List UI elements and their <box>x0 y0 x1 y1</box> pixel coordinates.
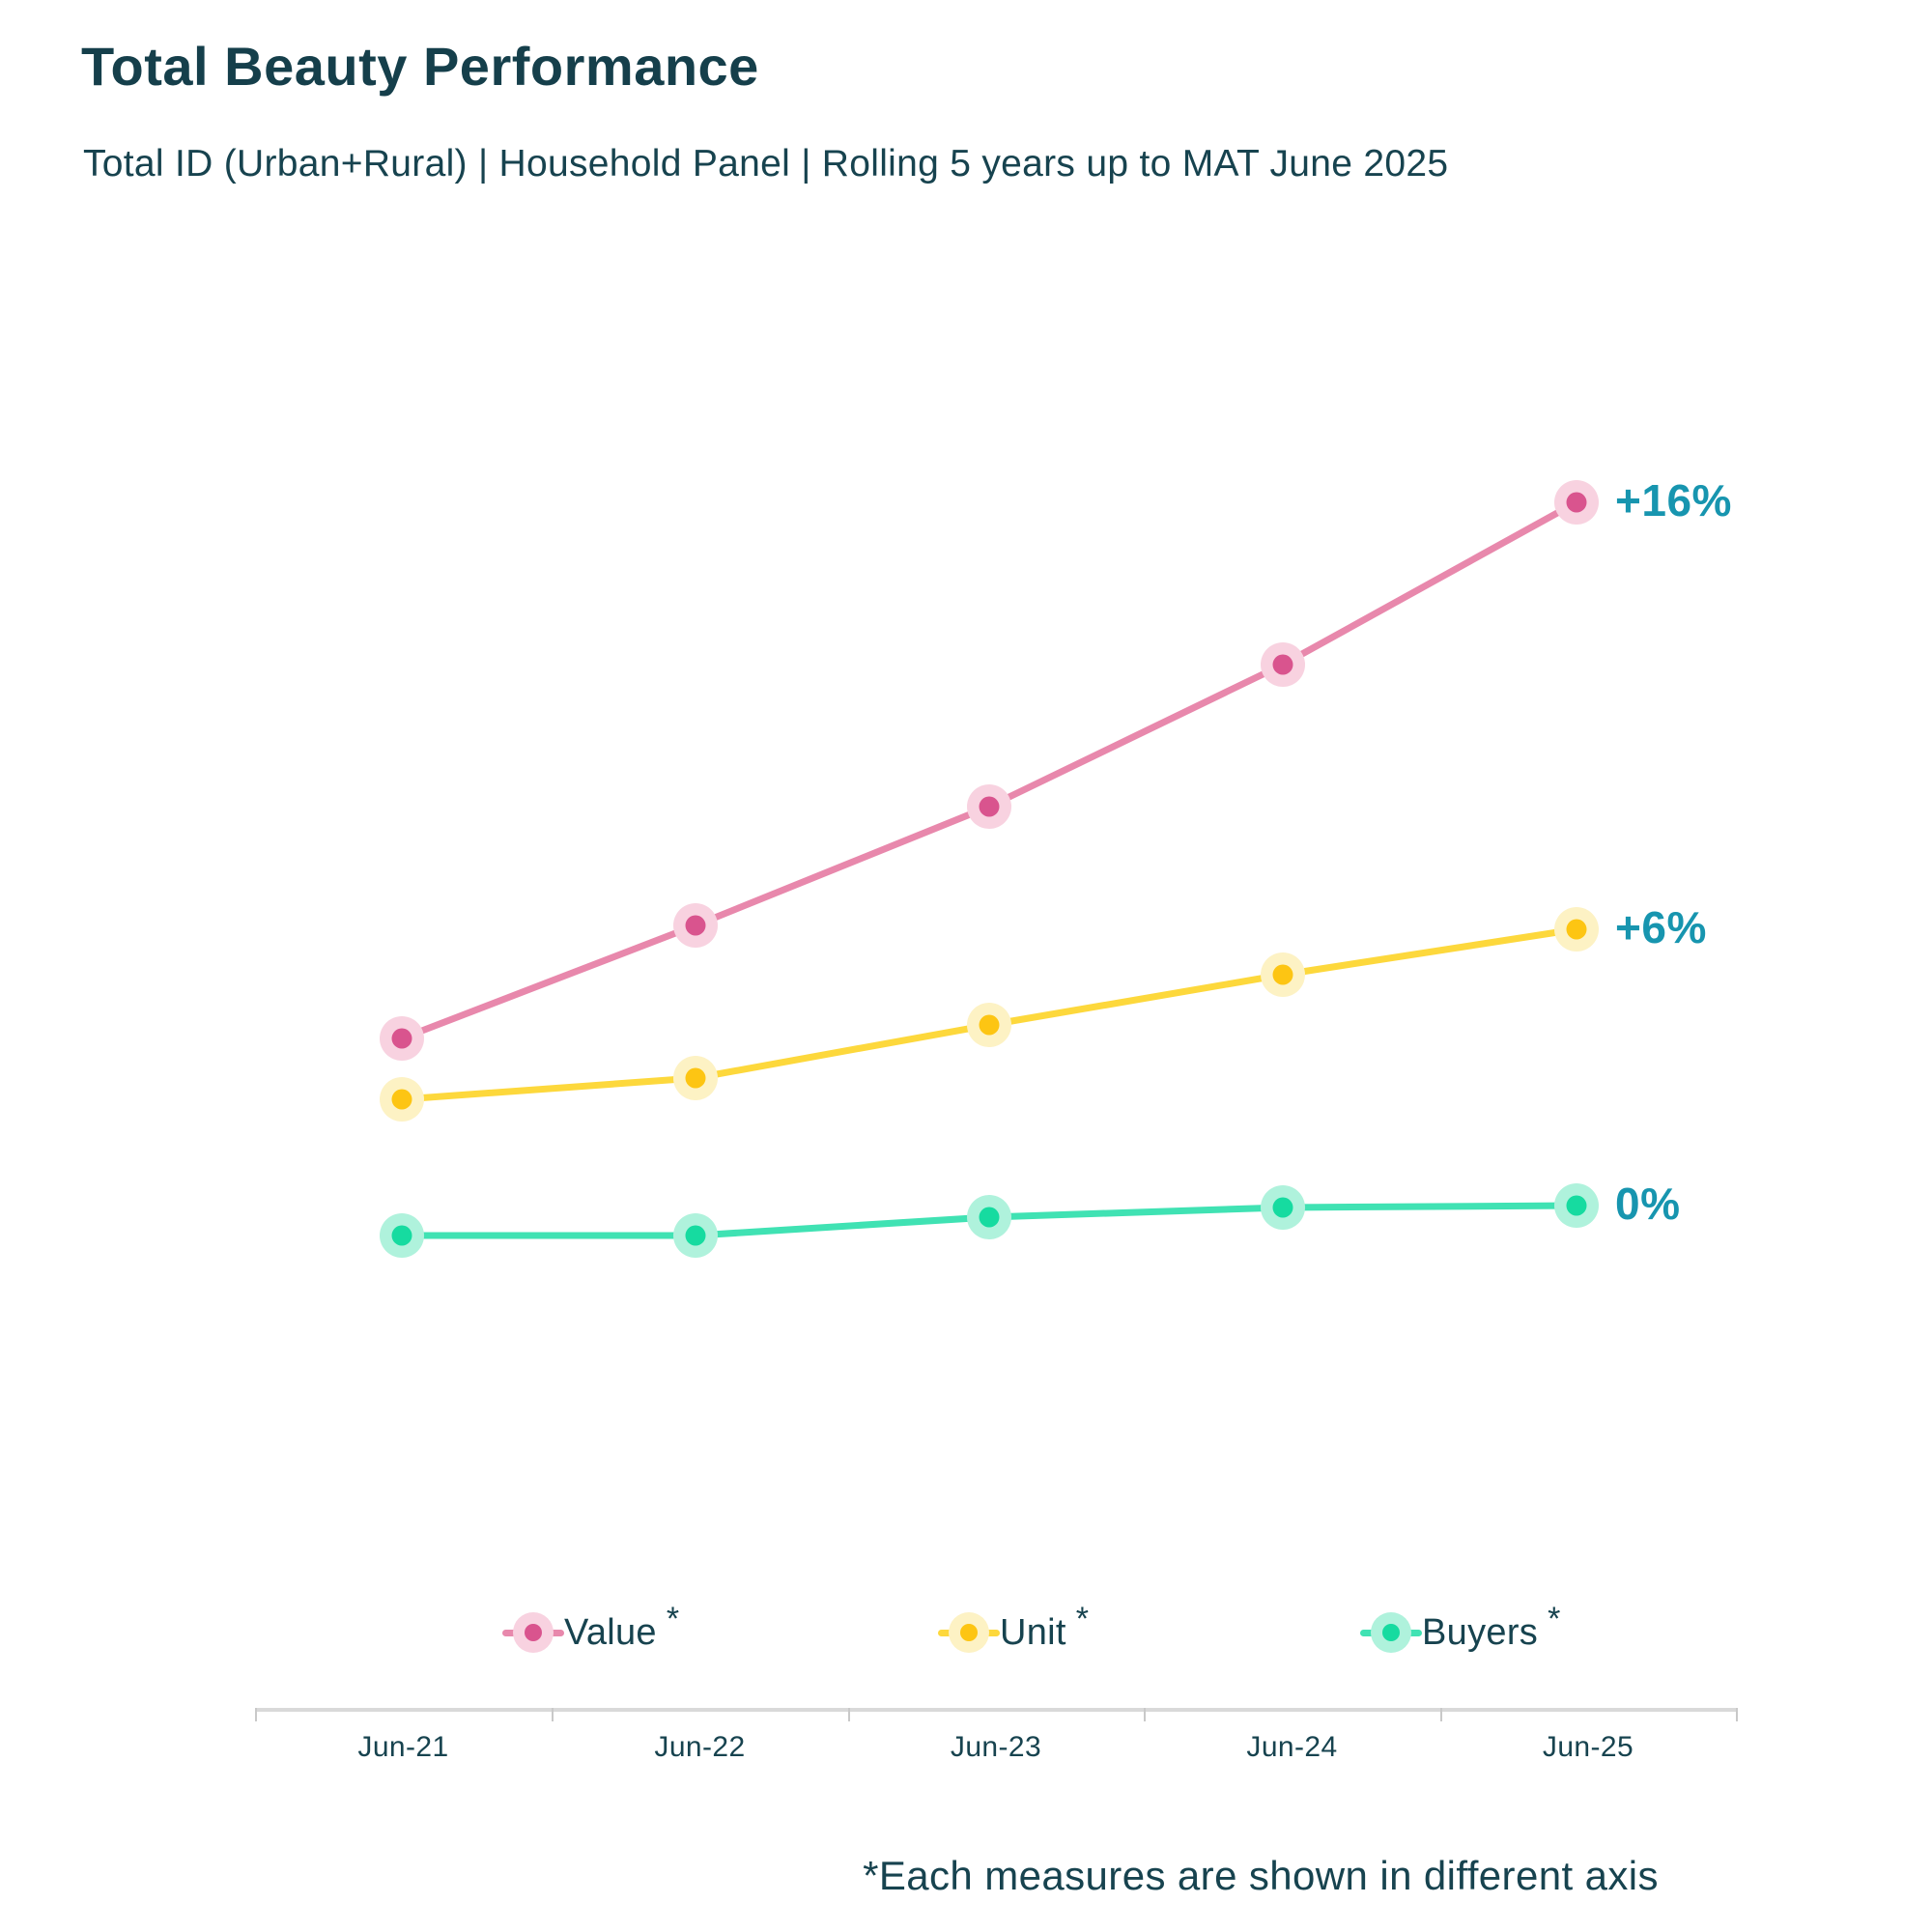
data-point-unit <box>685 1067 706 1089</box>
data-point-buyers <box>391 1225 412 1246</box>
legend-marker-icon <box>1360 1607 1422 1658</box>
legend-asterisk: * <box>1548 1600 1561 1637</box>
footnote: *Each measures are shown in different ax… <box>863 1853 1659 1898</box>
legend-label-value: Value <box>564 1611 657 1653</box>
x-axis-tick <box>1144 1708 1146 1721</box>
data-point-unit <box>979 1014 1000 1036</box>
data-point-buyers <box>1272 1197 1293 1218</box>
data-point-buyers <box>685 1225 706 1246</box>
data-point-value <box>685 915 706 936</box>
x-axis-line <box>255 1708 1736 1712</box>
legend-asterisk: * <box>1075 1600 1090 1637</box>
x-axis-tick <box>255 1708 257 1721</box>
x-axis-label-jun-24: Jun-24 <box>1246 1731 1338 1763</box>
legend-item-buyers: Buyers * <box>1360 1600 1561 1662</box>
legend-item-value: Value * <box>502 1600 680 1662</box>
data-point-buyers <box>979 1207 1000 1228</box>
growth-label-value: +16% <box>1615 474 1732 526</box>
data-point-buyers <box>1566 1195 1587 1216</box>
x-axis-label-jun-25: Jun-25 <box>1542 1731 1634 1763</box>
legend-label-buyers: Buyers <box>1422 1611 1539 1653</box>
x-axis-label-jun-21: Jun-21 <box>357 1731 449 1763</box>
x-axis-tick <box>1736 1708 1738 1721</box>
x-axis-label-jun-22: Jun-22 <box>654 1731 746 1763</box>
legend-marker-icon <box>502 1607 564 1658</box>
x-axis-tick <box>848 1708 850 1721</box>
data-point-value <box>391 1028 412 1049</box>
growth-label-buyers: 0% <box>1615 1178 1681 1229</box>
data-point-unit <box>1272 964 1293 985</box>
x-axis-tick <box>552 1708 554 1721</box>
data-point-unit <box>1566 919 1587 940</box>
legend-asterisk: * <box>666 1600 680 1637</box>
chart-subtitle: Total ID (Urban+Rural) | Household Panel… <box>83 143 1449 185</box>
legend-marker-icon <box>938 1607 1000 1658</box>
legend-item-unit: Unit * <box>938 1600 1090 1662</box>
x-axis-label-jun-23: Jun-23 <box>950 1731 1042 1763</box>
legend-label-unit: Unit <box>1000 1611 1066 1653</box>
growth-label-unit: +6% <box>1615 901 1707 952</box>
data-point-value <box>1272 654 1293 675</box>
data-point-value <box>979 796 1000 817</box>
data-point-value <box>1566 492 1587 513</box>
data-point-unit <box>391 1089 412 1110</box>
x-axis-tick <box>1440 1708 1442 1721</box>
chart-title: Total Beauty Performance <box>81 36 759 97</box>
